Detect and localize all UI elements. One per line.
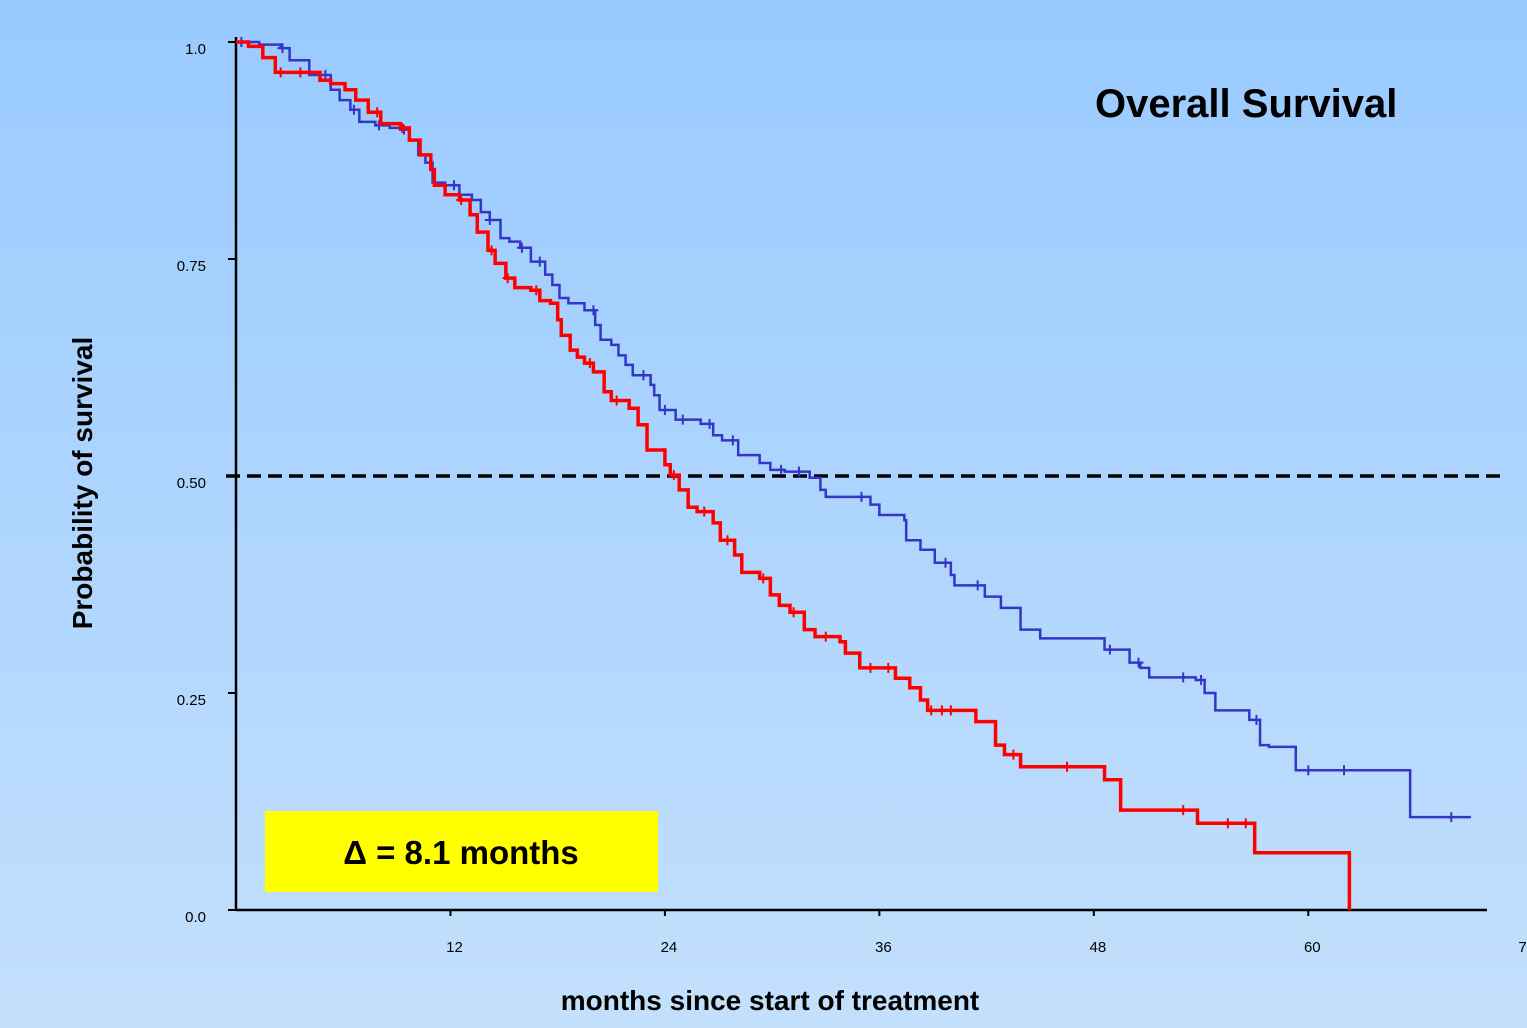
x-tick-label: 48 <box>1089 939 1106 956</box>
censor-mark <box>883 662 894 673</box>
censor-mark <box>972 580 983 591</box>
censor-mark <box>1251 714 1262 725</box>
censor-mark <box>1222 818 1233 829</box>
censor-mark <box>1062 761 1073 772</box>
censor-mark <box>865 662 876 673</box>
censor-mark <box>1339 765 1350 776</box>
x-tick-label: 60 <box>1304 939 1321 956</box>
censor-mark <box>722 535 733 546</box>
x-tick-label: 12 <box>446 939 463 956</box>
x-tick-label: 36 <box>875 939 892 956</box>
x-axis-label: months since start of treatment <box>561 985 980 1016</box>
censor-mark <box>397 122 408 133</box>
censor-mark <box>277 43 288 54</box>
censor-mark <box>456 194 467 205</box>
annotation-box <box>265 811 658 892</box>
censor-mark <box>856 491 867 502</box>
censor-mark <box>449 180 460 191</box>
censor-mark <box>1104 644 1115 655</box>
censor-mark <box>534 256 545 267</box>
censor-mark <box>940 557 951 568</box>
y-tick-label: 0.0 <box>185 909 206 926</box>
censor-mark <box>1178 805 1189 816</box>
censor-mark <box>588 305 599 316</box>
censor-mark <box>936 705 947 716</box>
censor-mark <box>348 104 359 115</box>
censor-mark <box>776 464 787 475</box>
x-tick-label: 72 <box>1518 939 1527 956</box>
censor-mark <box>611 395 622 406</box>
censor-mark <box>788 607 799 618</box>
censor-mark <box>516 242 527 253</box>
y-tick-label: 0.75 <box>177 258 206 275</box>
y-tick-label: 1.0 <box>185 41 206 58</box>
censor-mark <box>295 67 306 78</box>
censor-mark <box>945 705 956 716</box>
censor-mark <box>758 573 769 584</box>
censor-mark <box>502 273 513 284</box>
y-axis-label: Probability of survival <box>67 337 98 630</box>
censor-mark <box>820 631 831 642</box>
censor-mark <box>1133 657 1144 668</box>
censor-mark <box>638 370 649 381</box>
x-tick-label: 24 <box>661 939 678 956</box>
censor-mark <box>1446 812 1457 823</box>
censor-mark <box>531 285 542 296</box>
survival-curve <box>236 40 1471 819</box>
censor-mark <box>699 506 710 517</box>
censor-mark <box>1303 765 1314 776</box>
censor-mark <box>1240 818 1251 829</box>
chart-title: Overall Survival <box>1095 82 1397 126</box>
censor-mark <box>926 705 937 716</box>
censor-mark <box>1008 749 1019 760</box>
censor-mark <box>486 245 497 256</box>
censor-mark <box>793 466 804 477</box>
censor-mark <box>484 214 495 225</box>
y-tick-label: 0.25 <box>177 692 206 709</box>
censor-mark <box>372 107 383 118</box>
annotation: Δ = 8.1 months <box>343 834 579 871</box>
censor-mark <box>1196 674 1207 685</box>
censor-mark <box>659 405 670 416</box>
y-tick-label: 0.50 <box>177 475 206 492</box>
survival-curve <box>236 40 1352 910</box>
censor-mark <box>275 67 286 78</box>
censor-mark <box>584 358 595 369</box>
censor-mark <box>320 69 331 80</box>
censor-mark <box>677 414 688 425</box>
censor-mark <box>1178 672 1189 683</box>
censor-mark <box>668 470 679 481</box>
censor-mark <box>727 435 738 446</box>
censor-mark <box>704 418 715 429</box>
